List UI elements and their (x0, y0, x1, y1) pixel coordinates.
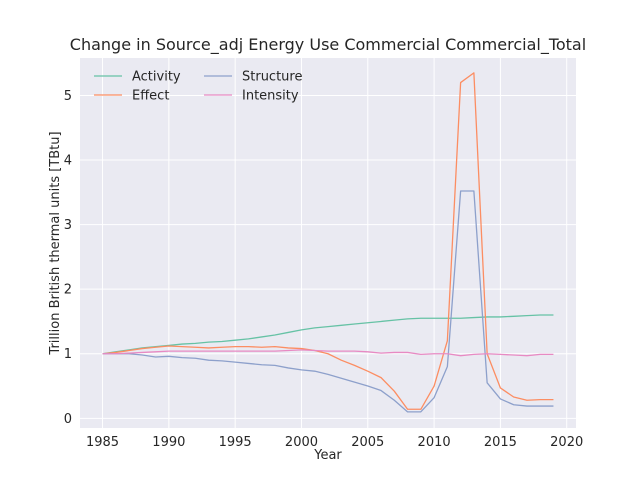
legend-item-structure: Structure (204, 70, 302, 85)
legend-label: Structure (242, 70, 302, 85)
x-tick-label: 2020 (550, 435, 583, 450)
y-tick-label: 2 (64, 283, 72, 298)
y-tick-label: 1 (64, 347, 72, 362)
x-tick-label: 2015 (484, 435, 517, 450)
y-tick-labels: 0 1 2 3 4 5 (64, 89, 72, 427)
x-tick-label: 2010 (418, 435, 451, 450)
y-tick-label: 4 (64, 154, 72, 169)
legend-label: Intensity (242, 89, 299, 104)
y-tick-label: 0 (64, 412, 72, 427)
legend-item-intensity: Intensity (204, 89, 299, 104)
series-lines (102, 72, 554, 413)
legend-label: Activity (132, 70, 181, 85)
legend: Activity Effect Structure Intensity (94, 70, 302, 104)
y-tick-label: 3 (64, 218, 72, 233)
series-line-intensity (102, 349, 554, 357)
chart-title: Change in Source_adj Energy Use Commerci… (70, 35, 586, 55)
x-tick-label: 2005 (351, 435, 384, 450)
series-line-activity (102, 314, 554, 355)
x-axis-label: Year (313, 448, 342, 463)
x-tick-label: 1990 (152, 435, 185, 450)
series-line-structure (102, 190, 554, 413)
y-tick-label: 5 (64, 89, 72, 104)
y-axis-label: Trillion British thermal units [TBtu] (48, 131, 63, 355)
x-tick-label: 1995 (219, 435, 252, 450)
legend-label: Effect (132, 89, 169, 104)
grid-lines (80, 58, 576, 428)
x-tick-label: 1985 (86, 435, 119, 450)
x-tick-label: 2000 (285, 435, 318, 450)
x-tick-labels: 1985 1990 1995 2000 2005 2010 2015 2020 (86, 435, 583, 450)
plot-area (80, 58, 576, 428)
legend-item-effect: Effect (94, 89, 169, 104)
legend-item-activity: Activity (94, 70, 181, 85)
series-line-effect (102, 72, 554, 410)
